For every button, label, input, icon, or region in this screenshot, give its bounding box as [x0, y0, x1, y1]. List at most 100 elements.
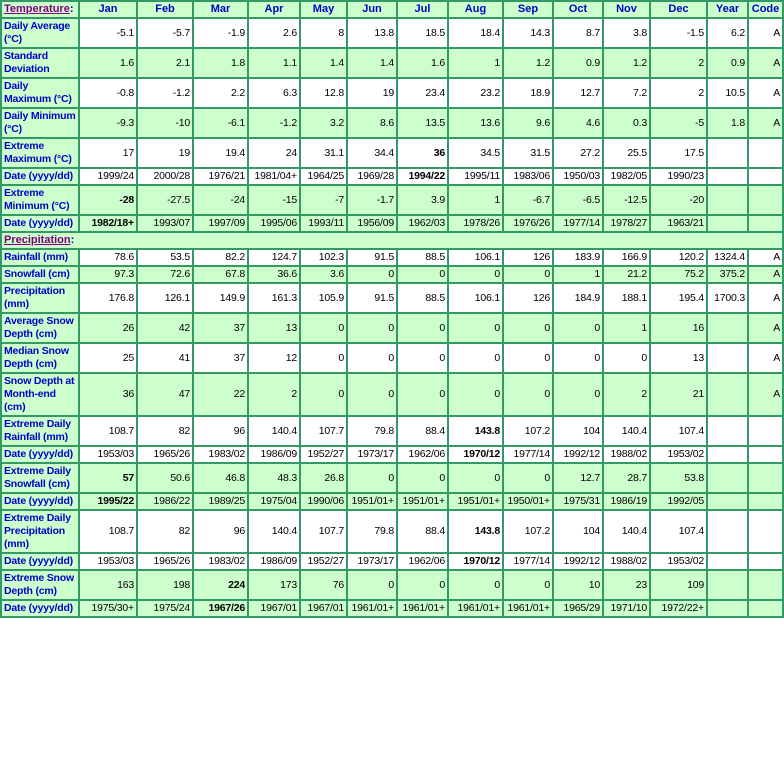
- month-value-cell: 19.4: [194, 139, 247, 167]
- row-label: Date (yyyy/dd): [2, 554, 78, 569]
- row-label: Snow Depth at Month-end (cm): [2, 374, 78, 415]
- month-value-cell: 12.7: [554, 79, 602, 107]
- month-value-cell: 78.6: [80, 250, 136, 265]
- month-value-cell: -7: [301, 186, 346, 214]
- month-value-cell: 1973/17: [348, 554, 396, 569]
- corner-header: Temperature:: [2, 2, 78, 17]
- month-value-cell: -10: [138, 109, 192, 137]
- month-value-cell: 8.7: [554, 19, 602, 47]
- month-value-cell: 1953/03: [80, 447, 136, 462]
- row-label: Extreme Minimum (°C): [2, 186, 78, 214]
- month-value-cell: 31.5: [504, 139, 552, 167]
- row-label: Date (yyyy/dd): [2, 216, 78, 231]
- month-value-cell: 0: [348, 267, 396, 282]
- month-value-cell: 106.1: [449, 284, 502, 312]
- month-value-cell: -28: [80, 186, 136, 214]
- year-value-cell: [708, 447, 747, 462]
- month-value-cell: 173: [249, 571, 299, 599]
- section-link-precipitation[interactable]: Precipitation: [4, 234, 71, 246]
- month-value-cell: 4.6: [554, 109, 602, 137]
- month-value-cell: 107.4: [651, 511, 706, 552]
- table-row: Extreme Maximum (°C) 17 19 19.4 24 31.1 34.4 36…: [2, 139, 782, 167]
- month-value-cell: 47: [138, 374, 192, 415]
- code-value-cell: A: [749, 109, 782, 137]
- month-value-cell: 18.5: [398, 19, 447, 47]
- month-value-cell: 88.5: [398, 250, 447, 265]
- month-value-cell: 36.6: [249, 267, 299, 282]
- code-value-cell: A: [749, 250, 782, 265]
- month-value-cell: 0: [398, 267, 447, 282]
- month-value-cell: -1.2: [138, 79, 192, 107]
- table-row: Rainfall (mm) 78.6 53.5 82.2 124.7 102.3 91.5 8…: [2, 250, 782, 265]
- row-label: Median Snow Depth (cm): [2, 344, 78, 372]
- month-value-cell: 12.8: [301, 79, 346, 107]
- table-row: Extreme Daily Snowfall (cm) 57 50.6 46.8 48.…: [2, 464, 782, 492]
- month-value-cell: 37: [194, 314, 247, 342]
- month-value-cell: 0: [504, 344, 552, 372]
- month-value-cell: 104: [554, 417, 602, 445]
- table-row: Snowfall (cm) 97.3 72.6 67.8 36.6 3.6 0 0 0 0 1 21.…: [2, 267, 782, 282]
- month-value-cell: 1: [604, 314, 649, 342]
- month-value-cell: 9.6: [504, 109, 552, 137]
- month-value-cell: -9.3: [80, 109, 136, 137]
- month-value-cell: 1993/07: [138, 216, 192, 231]
- month-value-cell: 12: [249, 344, 299, 372]
- month-value-cell: 1978/26: [449, 216, 502, 231]
- table-row: Snow Depth at Month-end (cm) 36 47 22 2 0 0 0 0 0…: [2, 374, 782, 415]
- month-value-cell: 2.1: [138, 49, 192, 77]
- month-value-cell: 1972/22+: [651, 601, 706, 616]
- month-value-cell: 195.4: [651, 284, 706, 312]
- month-value-cell: 140.4: [604, 511, 649, 552]
- month-value-cell: 108.7: [80, 511, 136, 552]
- month-value-cell: 0: [504, 267, 552, 282]
- year-value-cell: [708, 464, 747, 492]
- month-value-cell: 1961/01+: [449, 601, 502, 616]
- month-value-cell: 19: [348, 79, 396, 107]
- month-value-cell: 48.3: [249, 464, 299, 492]
- month-value-cell: 6.3: [249, 79, 299, 107]
- row-label: Date (yyyy/dd): [2, 494, 78, 509]
- month-value-cell: -1.7: [348, 186, 396, 214]
- table-row: Date (yyyy/dd) 1975/30+ 1975/24 1967/26 1967…: [2, 601, 782, 616]
- month-value-cell: 41: [138, 344, 192, 372]
- month-value-cell: 1976/26: [504, 216, 552, 231]
- month-value-cell: -24: [194, 186, 247, 214]
- month-value-cell: 0: [504, 571, 552, 599]
- section-header-row: Precipitation:: [2, 233, 782, 248]
- month-value-cell: 46.8: [194, 464, 247, 492]
- month-value-cell: 1.1: [249, 49, 299, 77]
- table-row: Date (yyyy/dd) 1995/22 1986/22 1989/25 1975/…: [2, 494, 782, 509]
- month-value-cell: 0: [398, 374, 447, 415]
- month-value-cell: 1956/09: [348, 216, 396, 231]
- month-value-cell: -1.2: [249, 109, 299, 137]
- month-value-cell: -6.1: [194, 109, 247, 137]
- month-value-cell: 183.9: [554, 250, 602, 265]
- table-row: Average Snow Depth (cm) 26 42 37 13 0 0 0 0 0 0 1 16…: [2, 314, 782, 342]
- month-value-cell: 2: [651, 79, 706, 107]
- month-value-cell: 1995/11: [449, 169, 502, 184]
- month-value-cell: -5: [651, 109, 706, 137]
- table-row: Daily Minimum (°C) -9.3 -10 -6.1 -1.2 3.2 8.6 1…: [2, 109, 782, 137]
- year-value-cell: [708, 374, 747, 415]
- month-value-cell: -6.7: [504, 186, 552, 214]
- month-value-cell: 107.7: [301, 511, 346, 552]
- month-value-cell: 1983/02: [194, 554, 247, 569]
- month-value-cell: 1965/26: [138, 554, 192, 569]
- month-value-cell: 2.6: [249, 19, 299, 47]
- month-value-cell: 1952/27: [301, 447, 346, 462]
- month-value-cell: 0: [301, 344, 346, 372]
- temperature-section-link[interactable]: Temperature: [4, 3, 70, 15]
- month-value-cell: 3.6: [301, 267, 346, 282]
- month-value-cell: 1992/05: [651, 494, 706, 509]
- month-value-cell: 1964/25: [301, 169, 346, 184]
- month-value-cell: 79.8: [348, 417, 396, 445]
- month-value-cell: 1971/10: [604, 601, 649, 616]
- code-value-cell: A: [749, 284, 782, 312]
- month-value-cell: 1993/11: [301, 216, 346, 231]
- month-header-may: May: [301, 2, 346, 17]
- month-value-cell: 0: [554, 374, 602, 415]
- month-value-cell: 0: [398, 344, 447, 372]
- table-row: Date (yyyy/dd) 1982/18+ 1993/07 1997/09 1995…: [2, 216, 782, 231]
- climate-data-table: Temperature: Jan Feb Mar Apr May Jun Jul…: [0, 0, 784, 618]
- month-value-cell: 1953/03: [80, 554, 136, 569]
